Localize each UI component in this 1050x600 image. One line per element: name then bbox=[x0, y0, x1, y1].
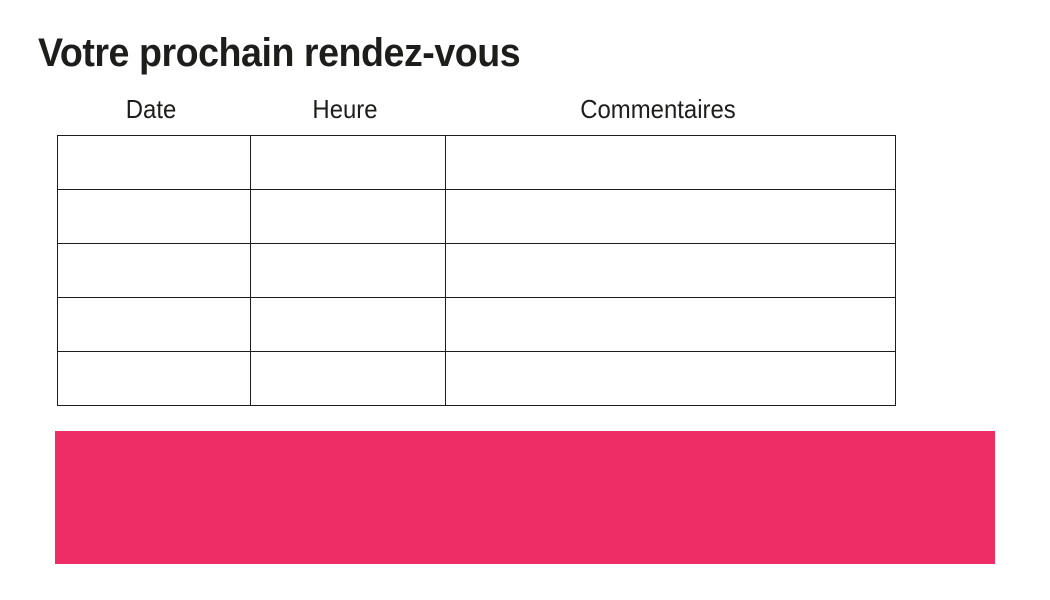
table-cell-date bbox=[57, 297, 251, 352]
table-cell-date bbox=[57, 243, 251, 298]
column-header-commentaires: Commentaires bbox=[580, 94, 736, 124]
table-cell-commentaires bbox=[445, 243, 896, 298]
column-header-heure: Heure bbox=[312, 94, 378, 124]
table-row bbox=[57, 351, 896, 406]
page-title: Votre prochain rendez-vous bbox=[38, 31, 521, 75]
table-cell-date bbox=[57, 351, 251, 406]
table-row bbox=[57, 189, 896, 244]
table-cell-commentaires bbox=[445, 189, 896, 244]
table-cell-heure bbox=[250, 135, 446, 190]
table-cell-heure bbox=[250, 243, 446, 298]
footer-accent-band bbox=[55, 431, 995, 564]
table-cell-heure bbox=[250, 297, 446, 352]
table-cell-date bbox=[57, 135, 251, 190]
appointments-table-body bbox=[57, 135, 896, 406]
table-row bbox=[57, 297, 896, 352]
table-row bbox=[57, 243, 896, 298]
table-cell-date bbox=[57, 189, 251, 244]
table-cell-heure bbox=[250, 351, 446, 406]
table-cell-heure bbox=[250, 189, 446, 244]
table-row bbox=[57, 135, 896, 190]
table-cell-commentaires bbox=[445, 351, 896, 406]
table-cell-commentaires bbox=[445, 135, 896, 190]
table-cell-commentaires bbox=[445, 297, 896, 352]
column-header-date: Date bbox=[125, 94, 177, 124]
table-column-headers: Date Heure Commentaires bbox=[0, 94, 1050, 128]
appointments-table bbox=[57, 135, 896, 406]
